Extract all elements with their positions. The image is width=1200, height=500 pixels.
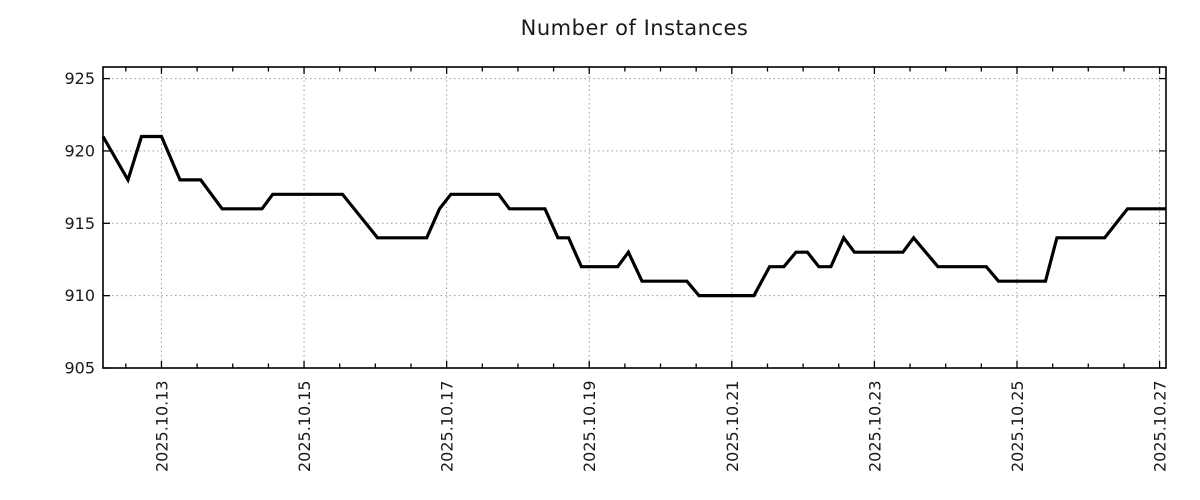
y-tick-label: 915: [64, 214, 95, 233]
x-tick-label: 2025.10.17: [438, 380, 457, 472]
x-tick-label: 2025.10.15: [295, 380, 314, 472]
chart-title: Number of Instances: [520, 16, 749, 40]
x-tick-label: 2025.10.19: [580, 380, 599, 472]
x-tick-label: 2025.10.13: [152, 380, 171, 472]
y-tick-label: 920: [64, 141, 95, 160]
series-line-instances: [101, 134, 1166, 298]
y-tick-label: 910: [64, 286, 95, 305]
plot-border: [102, 66, 1167, 369]
x-tick-label: 2025.10.23: [865, 380, 884, 472]
y-tick-label: 925: [64, 69, 95, 88]
x-tick-label: 2025.10.21: [723, 380, 742, 472]
x-tick-label: 2025.10.25: [1008, 380, 1027, 472]
x-tick-label: 2025.10.27: [1151, 380, 1170, 472]
y-tick-label: 905: [64, 359, 95, 378]
